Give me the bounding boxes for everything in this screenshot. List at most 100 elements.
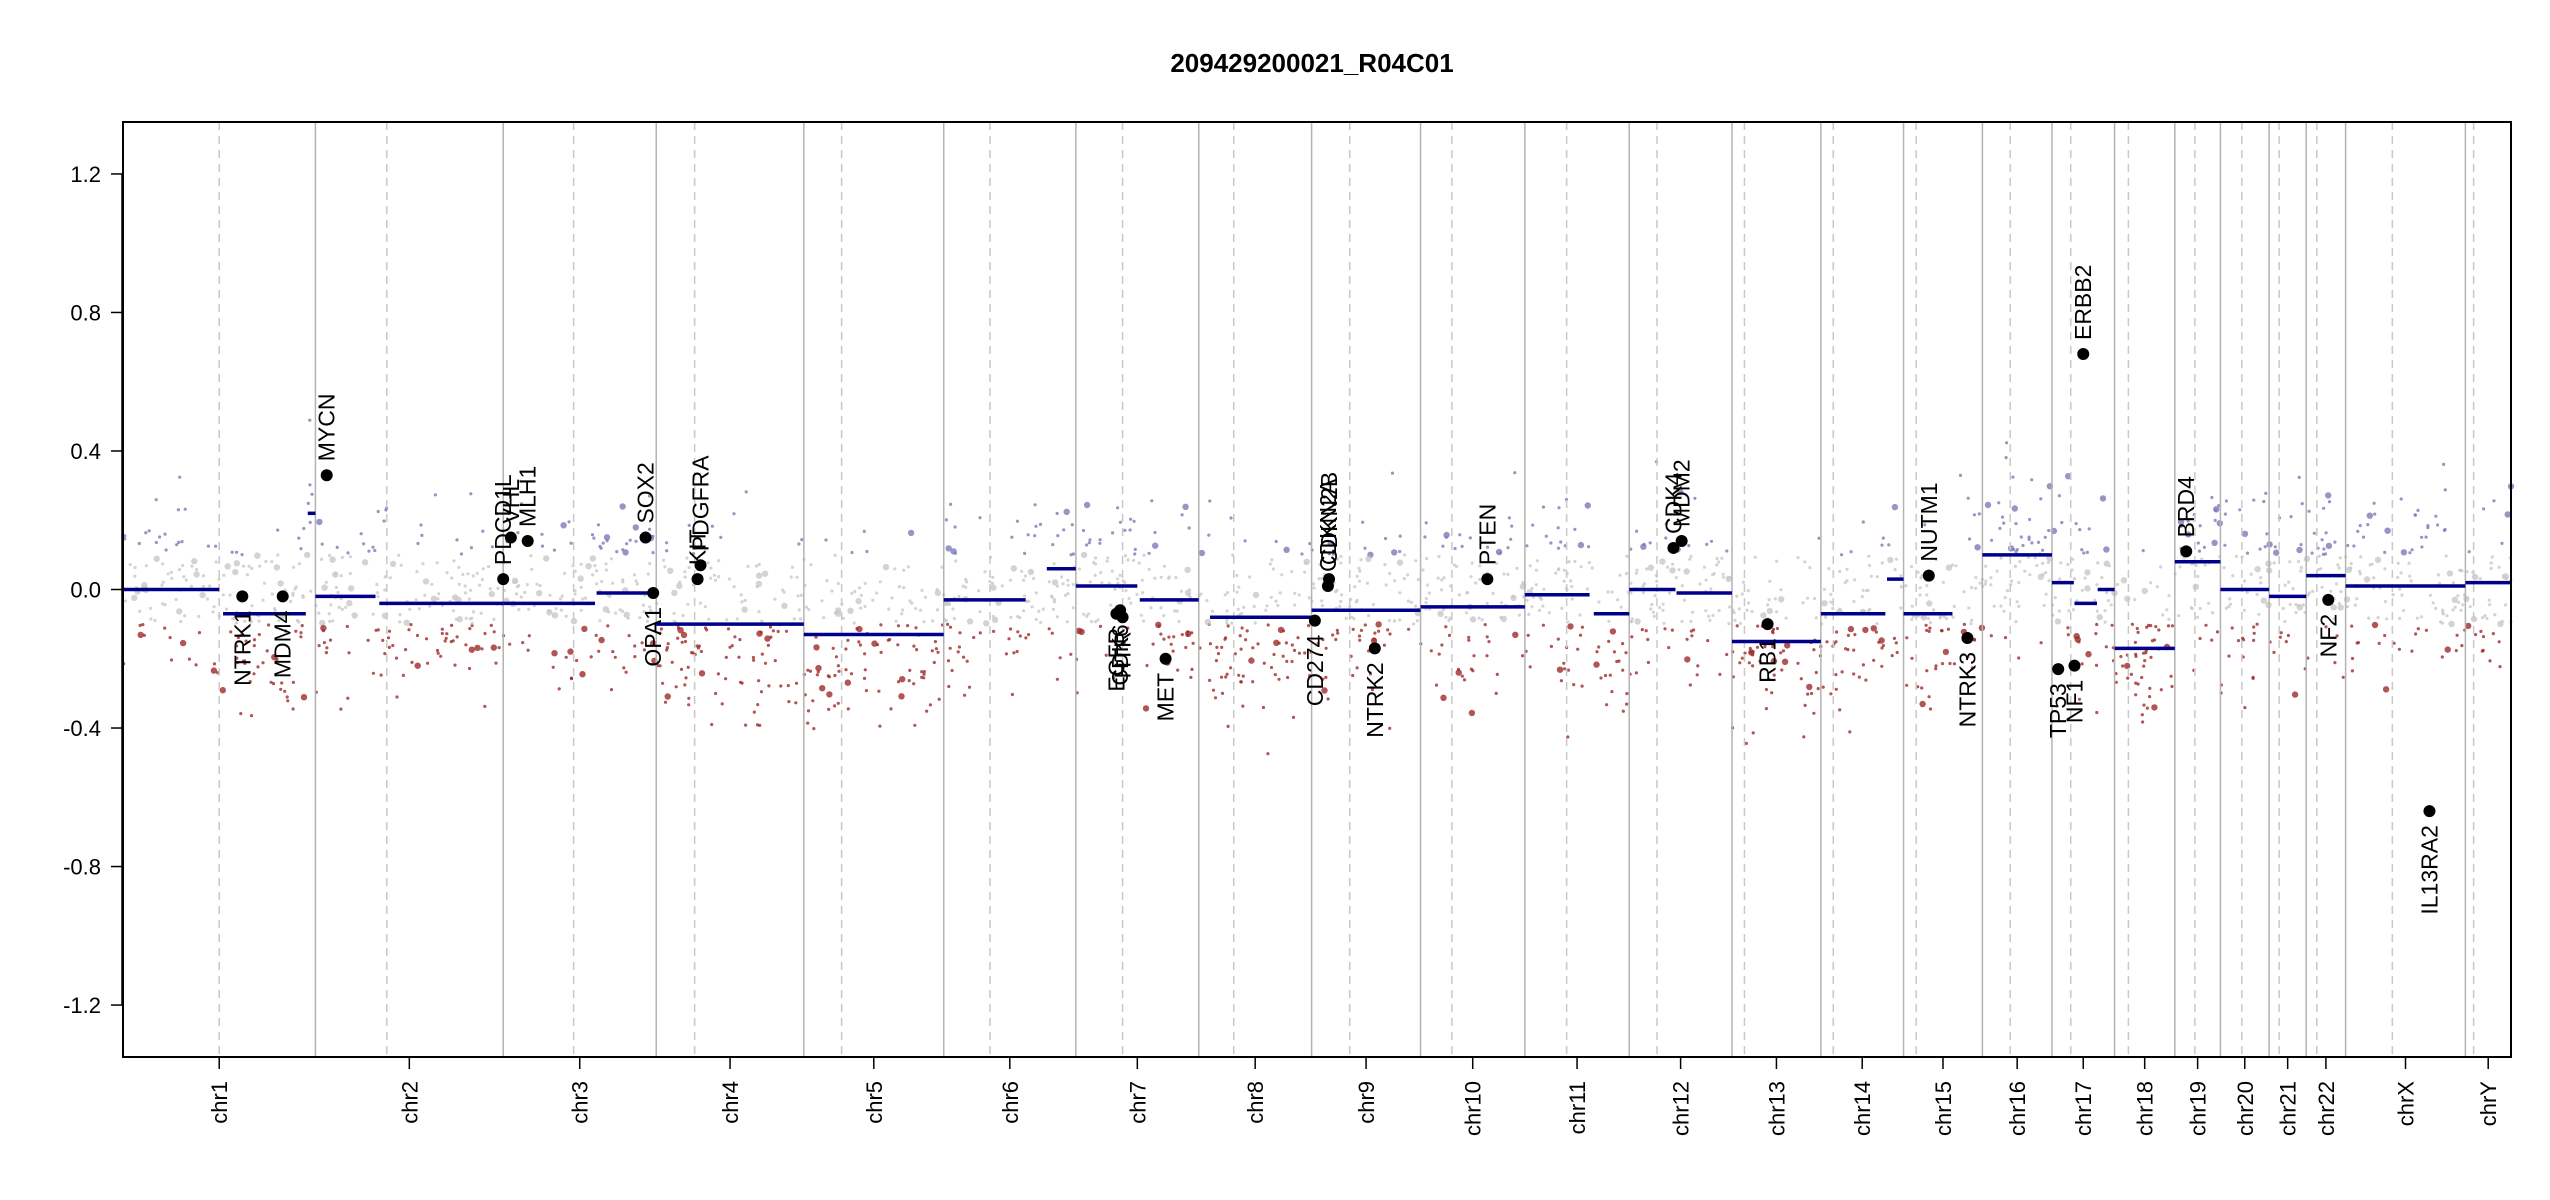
probe-point xyxy=(184,578,188,582)
probe-point xyxy=(1069,652,1073,656)
probe-point xyxy=(834,655,839,659)
probe-point xyxy=(224,563,231,570)
probe-point xyxy=(2457,600,2461,605)
probe-point xyxy=(2299,543,2303,547)
probe-point xyxy=(2065,473,2072,480)
probe-point xyxy=(535,582,539,586)
probe-point xyxy=(1845,567,1849,571)
probe-point xyxy=(452,559,456,563)
probe-point xyxy=(1559,540,1563,544)
probe-point xyxy=(1071,552,1075,556)
y-tick-label: -0.8 xyxy=(63,855,101,880)
probe-point xyxy=(634,579,638,583)
probe-point xyxy=(1336,631,1340,635)
probe-point xyxy=(1468,536,1472,540)
probe-point xyxy=(383,588,387,592)
probe-point xyxy=(757,610,761,614)
probe-point xyxy=(1050,595,1054,599)
probe-point xyxy=(371,545,375,549)
probe-point xyxy=(1022,578,1026,582)
probe-point xyxy=(1997,501,2001,505)
probe-point xyxy=(806,668,810,672)
probe-point xyxy=(1616,598,1620,602)
probe-point xyxy=(1235,590,1239,594)
probe-point xyxy=(1383,536,1388,541)
gene-marker xyxy=(1368,642,1381,655)
probe-point xyxy=(1113,587,1117,591)
probe-point xyxy=(1060,575,1064,579)
probe-point xyxy=(1155,621,1162,628)
probe-point xyxy=(319,619,326,627)
probe-point xyxy=(2084,585,2091,592)
probe-point xyxy=(1491,591,1495,596)
probe-point xyxy=(2325,492,2332,499)
probe-point xyxy=(1365,555,1372,563)
probe-point xyxy=(676,636,680,640)
probe-point xyxy=(2332,617,2336,621)
probe-point xyxy=(2155,585,2159,589)
probe-point xyxy=(276,528,280,532)
probe-point xyxy=(2011,475,2015,479)
probe-point xyxy=(2498,665,2502,669)
probe-point xyxy=(2245,590,2249,595)
probe-point xyxy=(133,574,137,578)
probe-point xyxy=(2327,500,2332,504)
probe-point xyxy=(468,627,472,631)
probe-point xyxy=(1634,671,1638,675)
probe-point xyxy=(1223,593,1227,597)
probe-point xyxy=(575,658,579,663)
probe-point xyxy=(2142,703,2146,707)
probe-point xyxy=(424,637,429,641)
probe-point xyxy=(2497,565,2501,569)
probe-point xyxy=(1528,665,1532,669)
probe-point xyxy=(2489,566,2493,571)
probe-point xyxy=(243,661,247,666)
probe-point xyxy=(163,603,167,607)
probe-point xyxy=(1177,619,1181,624)
probe-point xyxy=(2195,615,2199,619)
probe-point xyxy=(1640,543,1647,550)
probe-point xyxy=(937,697,941,701)
probe-point xyxy=(2434,606,2438,611)
probe-point xyxy=(407,628,411,632)
probe-point xyxy=(408,607,412,611)
probe-point xyxy=(2488,659,2492,663)
probe-point xyxy=(597,649,601,653)
probe-point xyxy=(589,655,593,659)
probe-point xyxy=(1634,618,1641,625)
probe-point xyxy=(822,616,826,620)
probe-point xyxy=(613,655,617,659)
gene-label: CDKN2B xyxy=(1316,472,1342,565)
probe-point xyxy=(1942,615,1946,619)
probe-point xyxy=(2044,592,2048,596)
probe-point xyxy=(1098,541,1102,545)
probe-point xyxy=(267,623,271,627)
probe-point xyxy=(1359,558,1363,562)
probe-point xyxy=(177,540,181,545)
probe-point xyxy=(991,614,995,619)
probe-point xyxy=(599,546,603,550)
probe-point xyxy=(1621,709,1625,713)
chromosome-label: chrX xyxy=(2394,1081,2419,1127)
probe-point xyxy=(2094,632,2098,636)
probe-point xyxy=(2197,549,2202,553)
probe-point xyxy=(1531,523,1535,527)
probe-point xyxy=(957,594,961,598)
probe-point xyxy=(320,624,327,632)
probe-point xyxy=(2444,554,2448,558)
probe-point xyxy=(271,682,276,686)
probe-point xyxy=(1291,715,1296,720)
probe-point xyxy=(1007,637,1011,641)
probe-point xyxy=(2066,633,2070,637)
probe-point xyxy=(1124,589,1128,593)
probe-point xyxy=(1321,677,1325,681)
probe-point xyxy=(1740,592,1744,596)
probe-point xyxy=(1887,543,1891,547)
probe-point xyxy=(277,619,281,623)
probe-point xyxy=(1190,631,1194,635)
probe-point xyxy=(714,691,718,696)
probe-point xyxy=(1569,579,1573,583)
probe-point xyxy=(160,583,164,587)
probe-point xyxy=(219,687,226,694)
probe-point xyxy=(2057,609,2061,613)
